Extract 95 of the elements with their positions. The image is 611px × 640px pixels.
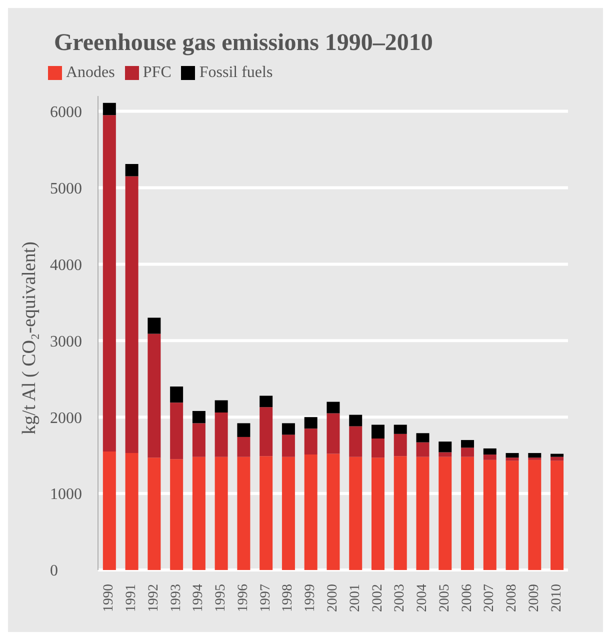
y-tick-label: 0: [50, 562, 58, 580]
bar: [304, 417, 318, 429]
x-tick-label: 1994: [191, 584, 206, 612]
bar: [125, 453, 138, 570]
x-tick-label: 1990: [102, 584, 117, 612]
legend-label: Anodes: [66, 64, 115, 81]
bar: [349, 414, 362, 426]
y-tick-label: 6000: [50, 104, 82, 121]
x-tick-label: 2008: [504, 584, 520, 612]
x-tick-label: 2007: [482, 584, 498, 612]
bar: [550, 454, 564, 457]
bar: [326, 402, 340, 414]
bar: [438, 442, 452, 452]
bar: [506, 458, 519, 461]
chart-title: Greenhouse gas emissions 1990–2010: [54, 30, 433, 57]
bar: [416, 456, 430, 570]
bar: [416, 433, 430, 442]
bar: [237, 436, 250, 457]
bar: [282, 423, 295, 435]
y-tick-label: 2000: [50, 410, 82, 427]
x-tick-label: 1997: [258, 584, 274, 612]
bar: [170, 459, 184, 570]
bar: [528, 453, 542, 458]
x-tick-label: 1991: [124, 584, 140, 612]
bar: [304, 428, 318, 455]
y-tick-label: 4000: [50, 256, 82, 274]
bar: [237, 456, 250, 570]
bar: [260, 396, 273, 408]
bar: [461, 448, 474, 457]
bar: [394, 434, 407, 456]
legend-label: Fossil fuels: [199, 64, 273, 81]
x-tick-label: 2000: [326, 584, 340, 612]
bar: [349, 456, 362, 570]
bar: [394, 456, 407, 570]
bar: [371, 438, 384, 458]
bar: [102, 102, 116, 116]
bar: [102, 115, 116, 452]
bar: [326, 454, 340, 570]
y-tick-label: 5000: [50, 180, 82, 198]
bar: [550, 460, 564, 570]
x-tick-label: 1999: [303, 584, 318, 612]
bar: [282, 434, 295, 457]
bar: [483, 448, 496, 455]
x-tick-label: 1995: [214, 584, 229, 612]
x-tick-label: 1993: [168, 584, 184, 612]
bar: [416, 442, 430, 457]
bar: [371, 424, 384, 439]
y-axis-title: kg/t Al ( CO₂-equivalent): [19, 242, 41, 434]
x-tick-label: 1992: [146, 584, 162, 612]
bar: [483, 454, 496, 460]
bar: [170, 402, 184, 460]
bar: [125, 176, 138, 454]
bar: [326, 413, 340, 454]
bar: [192, 410, 206, 424]
bar: [260, 456, 273, 570]
bar: [260, 407, 273, 456]
bar: [214, 400, 228, 413]
x-tick-label: 2003: [392, 584, 408, 612]
bar: [102, 452, 116, 570]
bar: [438, 452, 452, 457]
x-tick-label: 1998: [280, 584, 296, 612]
bar: [214, 456, 228, 570]
bar: [506, 453, 519, 458]
x-tick-label: 2004: [415, 584, 430, 612]
legend-label: PFC: [142, 64, 172, 81]
bar: [349, 426, 362, 457]
bar: [148, 458, 161, 570]
bar: [550, 456, 564, 461]
x-tick-label: 2009: [526, 584, 542, 612]
x-tick-label: 2001: [348, 584, 363, 612]
bar: [170, 386, 184, 403]
bar: [125, 164, 138, 176]
x-tick-label: 2002: [370, 584, 386, 612]
bar: [461, 456, 474, 570]
x-tick-label: 2006: [460, 584, 475, 612]
bar: [483, 460, 496, 570]
y-tick-label: 1000: [50, 486, 82, 504]
bar: [148, 334, 161, 458]
bar: [304, 454, 318, 570]
x-tick-label: 1996: [236, 584, 251, 612]
bar: [237, 423, 250, 437]
bar: [394, 424, 407, 434]
bar: [192, 456, 206, 570]
bar: [461, 440, 474, 448]
bar: [506, 460, 519, 570]
bar: [528, 460, 542, 570]
x-tick-label: 2005: [437, 584, 452, 612]
bar: [282, 456, 295, 570]
y-tick-label: 3000: [50, 333, 82, 350]
bar: [214, 412, 228, 457]
bar: [438, 456, 452, 570]
bar: [371, 458, 384, 570]
bar: [148, 318, 161, 334]
bar: [192, 423, 206, 457]
x-tick-label: 2010: [549, 584, 564, 612]
